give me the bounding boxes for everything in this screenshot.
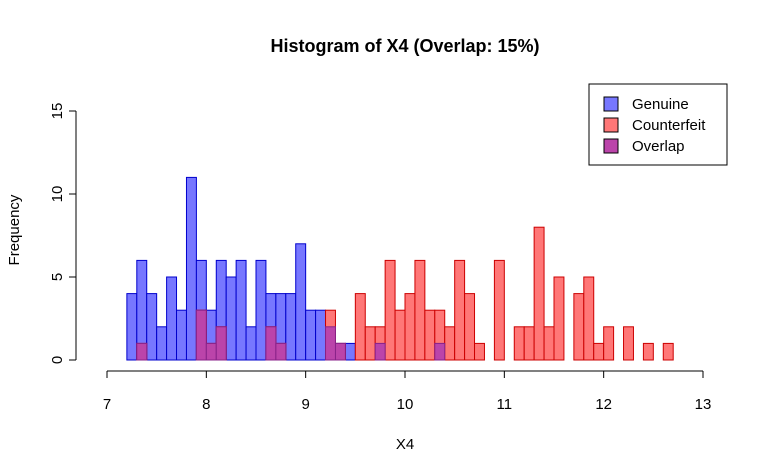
legend-swatch-counterfeit [603,117,619,133]
overlap-bar-6 [325,326,336,361]
legend: Genuine Counterfeit Overlap [588,83,728,166]
x-tick-label-9: 9 [301,396,309,413]
counterfeit-bar-24 [533,226,545,361]
counterfeit-bar-22 [513,326,525,361]
counterfeit-bar-14 [414,259,426,361]
overlap-bar-1 [195,309,207,361]
genuine-bar-19 [315,309,327,361]
x-axis: 7 8 9 10 11 12 13 [103,370,712,413]
genuine-bar-22 [344,342,356,361]
legend-swatch-overlap [603,138,619,154]
counterfeit-bar-27 [573,293,585,361]
genuine-bar-0 [126,293,138,361]
counterfeit-bar-26 [553,276,565,361]
legend-label-genuine: Genuine [632,96,689,113]
overlap-bar-0 [136,342,148,361]
y-axis-label: Frequency [6,194,23,265]
counterfeit-bar-11 [384,259,396,361]
genuine-bar-2 [146,293,158,361]
legend-label-counterfeit: Counterfeit [632,117,706,134]
counterfeit-bar-23 [523,326,535,361]
overlap-bar-4 [265,326,277,361]
counterfeit-bar-33 [662,342,674,361]
overlap-bar-5 [275,342,287,361]
overlap-bar-8 [374,342,386,361]
counterfeit-bar-13 [404,293,416,361]
genuine-bar-11 [235,259,247,361]
y-axis: 0 5 10 15 [49,103,77,364]
x-tick-label-12: 12 [595,396,612,413]
counterfeit-bar-30 [603,326,615,361]
bars-group [126,176,674,361]
counterfeit-bar-8 [354,293,366,361]
x-tick-label-10: 10 [397,396,414,413]
legend-label-overlap: Overlap [632,138,685,155]
legend-swatch-genuine [603,96,619,112]
counterfeit-bar-17 [444,326,456,361]
overlap-bar-2 [205,342,217,361]
genuine-bar-6 [185,176,197,361]
genuine-bar-4 [166,276,178,361]
chart-title: Histogram of X4 (Overlap: 15%) [270,36,539,56]
overlap-bar-3 [215,326,227,361]
counterfeit-bar-25 [543,326,555,361]
y-tick-label-10: 10 [49,186,66,203]
counterfeit-bar-32 [642,342,654,361]
x-tick-label-11: 11 [497,396,513,413]
counterfeit-bar-21 [493,259,505,361]
genuine-bar-3 [156,326,168,361]
y-tick-label-15: 15 [49,103,66,120]
counterfeit-bar-15 [424,309,436,361]
counterfeit-bar-20 [474,342,485,361]
counterfeit-bar-9 [364,326,376,361]
y-tick-label-0: 0 [49,356,66,364]
overlap-bar-7 [334,342,346,361]
counterfeit-bar-12 [394,309,406,361]
counterfeit-bar-29 [593,342,605,361]
y-tick-label-5: 5 [49,273,66,281]
genuine-bar-16 [285,293,297,361]
genuine-bar-12 [245,326,257,361]
x-axis-label: X4 [396,436,414,453]
genuine-bar-5 [176,309,187,361]
genuine-bar-13 [255,259,267,361]
overlap-bar-9 [434,342,446,361]
counterfeit-bar-31 [623,326,634,361]
genuine-bar-17 [295,243,307,361]
counterfeit-bar-18 [454,259,466,361]
x-tick-label-8: 8 [202,396,210,413]
counterfeit-bar-28 [583,276,595,361]
x-tick-label-13: 13 [695,396,712,413]
counterfeit-bar-19 [464,293,476,361]
genuine-bar-18 [305,309,317,361]
genuine-bar-10 [225,276,237,361]
x-tick-label-7: 7 [103,396,111,413]
